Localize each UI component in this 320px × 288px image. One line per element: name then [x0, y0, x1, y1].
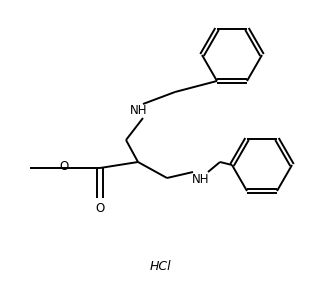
Text: HCl: HCl [149, 259, 171, 272]
Text: NH: NH [192, 173, 210, 186]
Text: O: O [60, 160, 69, 173]
Text: O: O [95, 202, 105, 215]
Text: NH: NH [130, 104, 148, 117]
